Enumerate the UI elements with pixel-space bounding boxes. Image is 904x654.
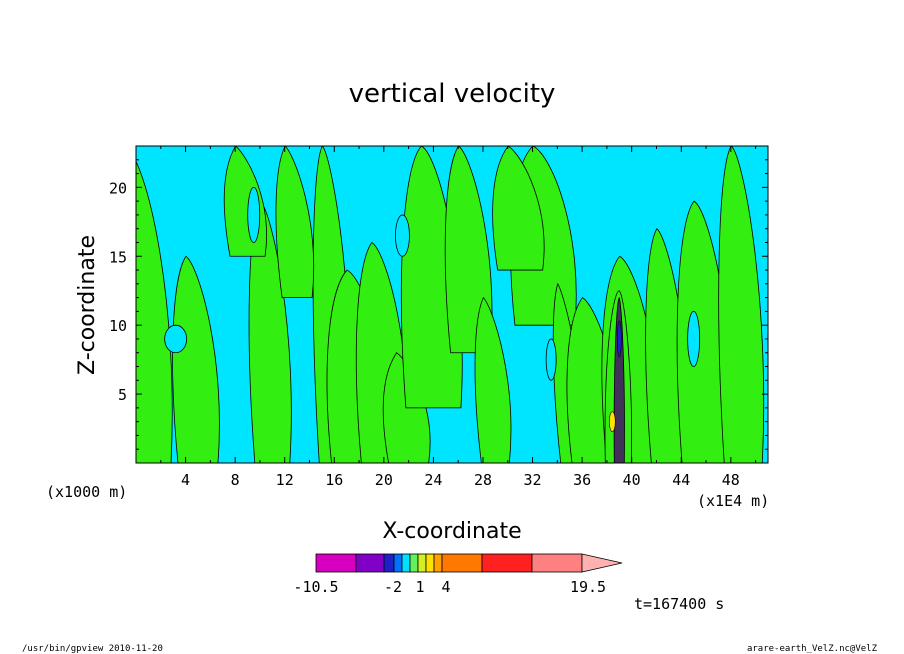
x-tick-label: 36 [573,471,591,489]
contour-fields [136,146,765,463]
colorbar-swatch [409,553,419,573]
y-axis-label: Z-coordinate [75,235,100,375]
colorbar: -10.5 -2 1 4 19.5 [293,553,623,596]
y-tick-label: 10 [109,317,127,335]
x-tick-label: 4 [181,471,190,489]
x-tick-label: 44 [672,471,690,489]
downdraft-core [616,320,622,358]
negative-region [164,324,188,354]
plot-frame [135,145,769,464]
x-unit-right: (x1E4 m) [697,492,769,510]
colorbar-swatch [425,553,435,573]
updraft-core [604,290,632,463]
colorbar-swatch [433,553,443,573]
colorbar-swatch [417,553,427,573]
colorbar-swatch [393,553,403,573]
negative-region [687,310,701,367]
x-tick-label: 12 [276,471,294,489]
colorbar-label: 19.5 [570,578,606,596]
x-tick-label: 28 [474,471,492,489]
time-label: t=167400 s [634,595,724,613]
footer-left: /usr/bin/gpview 2010-11-20 [22,644,163,654]
colorbar-swatch [315,553,357,573]
y-axis-ticks: 5 10 15 20 [109,159,768,450]
colorbar-label: 4 [441,578,450,596]
colorbar-swatch [401,553,411,573]
colorbar-extend-arrow [581,553,623,573]
colorbar-swatch [383,553,395,573]
x-axis-label: X-coordinate [382,519,521,544]
x-unit-left: (x1000 m) [46,483,127,501]
updraft-core [613,297,625,463]
x-tick-label: 48 [722,471,740,489]
x-tick-label: 32 [524,471,542,489]
y-tick-label: 20 [109,179,127,197]
negative-region [247,186,261,243]
x-axis-ticks: 4 8 12 16 20 24 28 32 36 40 44 48 [160,146,757,489]
x-tick-label: 16 [325,471,343,489]
x-tick-label: 24 [424,471,442,489]
positive-region [172,255,220,463]
colorbar-swatch [531,553,583,573]
x-tick-label: 20 [375,471,393,489]
y-tick-label: 15 [109,248,127,266]
x-tick-label: 8 [231,471,240,489]
positive-region [474,296,512,463]
footer-right: arare-earth_VelZ.nc@VelZ [747,644,878,654]
colorbar-swatch [481,553,533,573]
colorbar-swatch [355,553,385,573]
colorbar-label: -2 [384,578,402,596]
chart-title: vertical velocity [349,79,556,109]
updraft-peak [608,411,616,432]
negative-region [545,338,557,381]
y-tick-label: 5 [118,386,127,404]
colorbar-label: -10.5 [293,578,338,596]
colorbar-label: 1 [415,578,424,596]
x-tick-label: 40 [623,471,641,489]
negative-region [395,214,410,257]
plot-area [135,145,769,464]
colorbar-swatch [441,553,483,573]
